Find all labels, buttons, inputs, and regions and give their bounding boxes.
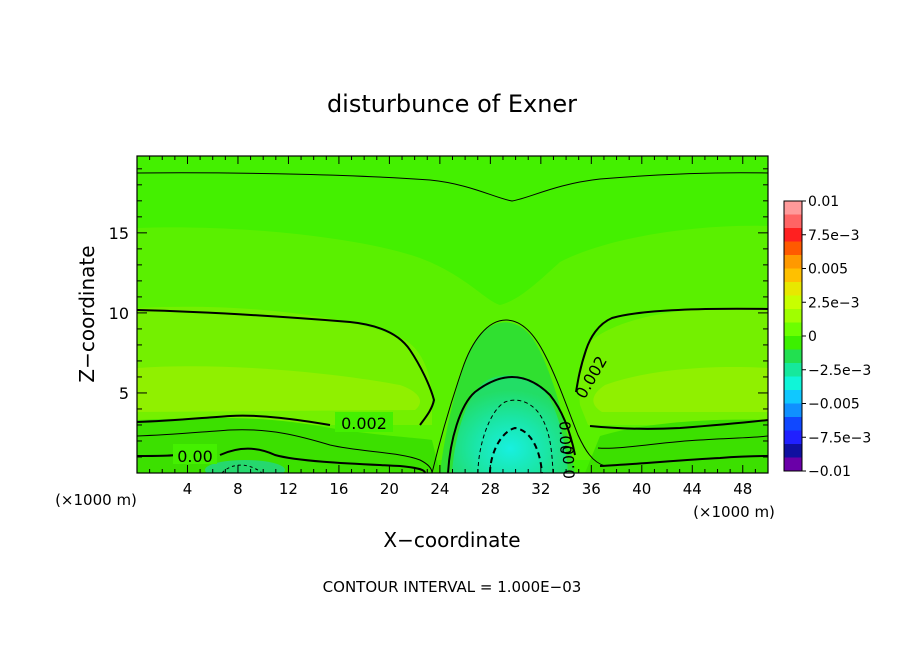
colorbar-swatch — [784, 363, 802, 377]
x-axis: 4 8 12 16 20 24 28 32 36 40 44 48 — [149, 156, 756, 498]
y-tick-label: 10 — [109, 304, 129, 323]
colorbar-swatch — [784, 309, 802, 323]
x-tick-label: 48 — [733, 480, 752, 498]
colorbar-tick-label: 0 — [808, 329, 817, 345]
x-tick-label: 28 — [481, 480, 500, 498]
colorbar-swatch — [784, 255, 802, 269]
contour-line-0.002-upper-right — [575, 307, 768, 393]
colorbar: 0.01 7.5e−3 0.005 2.5e−3 0 −2.5e−3 −0.005 −7.5e… — [783, 194, 871, 480]
y-tick-label: 15 — [109, 224, 129, 243]
colorbar-swatch — [784, 322, 802, 337]
contour-label-0.002-left: 0.002 — [341, 414, 387, 433]
x-tick-label: 4 — [183, 480, 193, 498]
contour-line-low-right-thin — [597, 435, 768, 449]
contour-line-plume-dash — [477, 399, 554, 473]
x-tick-label: 8 — [233, 480, 243, 498]
colorbar-swatch — [784, 444, 802, 458]
contour-line-low-left — [137, 414, 331, 426]
colorbar-tick-label: 2.5e−3 — [808, 295, 860, 311]
x-tick-label: 16 — [329, 480, 348, 498]
x-axis-label: X−coordinate — [383, 528, 520, 552]
colorbar-tick-label: −0.005 — [808, 397, 860, 413]
colorbar-tick-label: 7.5e−3 — [808, 228, 860, 244]
field-band-low-right — [585, 419, 768, 473]
contour-lines — [137, 172, 768, 473]
colorbar-swatch — [784, 268, 802, 283]
colorbar-swatch — [784, 201, 802, 215]
colorbar-tick-label: 0.01 — [808, 194, 839, 210]
colorbar-swatch — [784, 241, 802, 256]
colorbar-swatch — [784, 349, 802, 364]
colorbar-swatch — [784, 295, 802, 310]
colorbar-swatch — [784, 376, 802, 391]
x-unit-left: (×1000 m) — [55, 491, 137, 509]
colorbar-tick-label: −7.5e−3 — [808, 430, 871, 446]
colorbar-swatch — [784, 457, 802, 472]
x-tick-label: 36 — [582, 480, 601, 498]
x-unit-right: (×1000 m) — [693, 503, 775, 521]
field-band-high-right — [593, 366, 768, 412]
chart-title: disturbunce of Exner — [327, 90, 577, 118]
contour-line-plume-mid — [447, 375, 576, 473]
contour-label-0.00-core-lower: 0.00 — [559, 445, 578, 479]
contour-line-top — [137, 172, 768, 202]
colorbar-swatch — [784, 430, 802, 445]
contour-line-plume-outer — [431, 319, 606, 473]
contour-line-low-left-thin — [137, 429, 433, 473]
colorbar-tick-label: −0.01 — [808, 464, 851, 480]
colorbar-swatch — [784, 228, 802, 242]
x-tick-label: 24 — [430, 480, 449, 498]
colorbar-swatch — [784, 390, 802, 404]
colorbar-tick-label: 0.005 — [808, 262, 848, 278]
contour-line-core-dash — [489, 426, 543, 473]
x-tick-label: 20 — [380, 480, 399, 498]
colorbar-swatch — [784, 417, 802, 431]
x-tick-label: 12 — [279, 480, 298, 498]
x-tick-label: 44 — [683, 480, 702, 498]
colorbar-swatch — [784, 214, 802, 229]
colorbar-swatch — [784, 336, 802, 350]
y-axis: 5 10 15 — [109, 168, 768, 458]
colorbar-swatch — [784, 403, 802, 418]
colorbar-swatch — [784, 282, 802, 296]
colorbar-tick-label: −2.5e−3 — [808, 363, 871, 379]
x-tick-label: 32 — [531, 480, 550, 498]
contour-line-0.00-right — [599, 455, 768, 467]
heatmap-field — [137, 156, 768, 473]
contour-label-0.00-core: 0.00 — [555, 421, 574, 455]
contour-line-low-right — [589, 419, 768, 430]
contour-interval-note: CONTOUR INTERVAL = 1.000E−03 — [323, 578, 582, 596]
contour-line-0.002-upper — [137, 309, 436, 426]
contour-label-0.00-left: 0.00 — [177, 447, 213, 466]
x-tick-label: 40 — [632, 480, 651, 498]
field-band-high-left — [137, 366, 420, 412]
y-tick-label: 5 — [119, 384, 129, 403]
y-axis-label: Z−coordinate — [75, 245, 99, 382]
